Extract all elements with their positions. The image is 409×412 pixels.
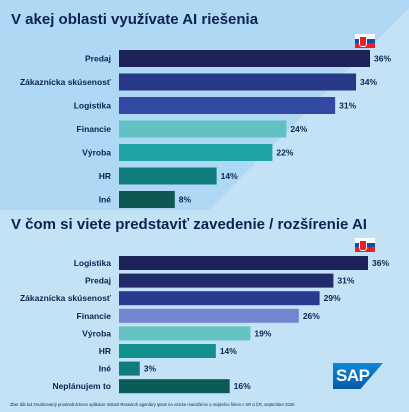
bar-zákaznícka-skúsenosť — [119, 73, 357, 91]
bar-výroba — [119, 326, 251, 341]
value-label: 31% — [339, 101, 356, 111]
category-label: Výroba — [82, 328, 111, 338]
value-label: 24% — [290, 124, 307, 134]
bar-logistika — [119, 256, 368, 270]
category-label: Logistika — [74, 101, 112, 111]
value-label: 34% — [360, 77, 377, 87]
value-label: 36% — [372, 258, 389, 268]
bar-výroba — [119, 144, 273, 161]
category-label: Predaj — [85, 276, 111, 286]
chart-2-title: V čom si viete predstaviť zavedenie / ro… — [11, 216, 367, 233]
category-label: HR — [99, 346, 111, 356]
value-label: 8% — [179, 195, 192, 205]
category-label: Zákaznícka skúsenosť — [20, 293, 112, 303]
slovak-flag-icon — [355, 34, 375, 48]
value-label: 29% — [324, 293, 341, 303]
slovak-flag-icon — [355, 238, 375, 252]
category-label: Neplánujem to — [52, 381, 111, 391]
value-label: 3% — [144, 364, 157, 374]
value-label: 14% — [221, 171, 238, 181]
value-label: 26% — [303, 311, 320, 321]
sap-logo-text: SAP — [336, 366, 370, 385]
category-label: Logistika — [74, 258, 112, 268]
category-label: Predaj — [85, 54, 111, 64]
bar-predaj — [119, 273, 334, 288]
category-label: Financie — [77, 311, 112, 321]
bar-iné — [119, 191, 175, 208]
value-label: 19% — [254, 328, 271, 338]
bar-financie — [119, 308, 299, 323]
bar-iné — [119, 361, 140, 376]
value-label: 22% — [276, 148, 293, 158]
bar-financie — [119, 120, 287, 138]
value-label: 36% — [374, 54, 391, 64]
category-label: Zákaznícka skúsenosť — [20, 77, 112, 87]
chart-1-title: V akej oblasti využívate AI riešenia — [11, 11, 259, 28]
bar-hr — [119, 167, 217, 185]
category-label: Iné — [99, 364, 112, 374]
category-label: Financie — [77, 124, 112, 134]
category-label: HR — [99, 171, 111, 181]
bar-hr — [119, 344, 216, 358]
category-label: Výroba — [82, 148, 111, 158]
value-label: 16% — [234, 381, 251, 391]
value-label: 31% — [337, 276, 354, 286]
category-label: Iné — [99, 195, 112, 205]
bar-neplánujem-to — [119, 379, 230, 394]
bar-zákaznícka-skúsenosť — [119, 291, 320, 306]
bar-predaj — [119, 50, 370, 67]
bar-logistika — [119, 97, 336, 114]
footnote: Zber dát bol zrealizovaný prostredníctvo… — [10, 402, 295, 407]
value-label: 14% — [220, 346, 237, 356]
